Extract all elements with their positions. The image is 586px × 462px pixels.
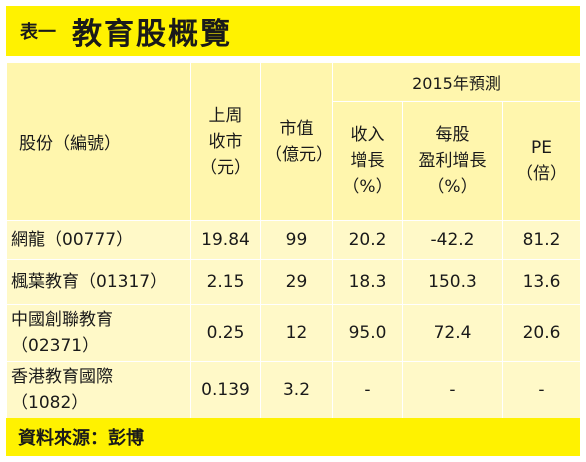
- header-pe: PE （倍）: [502, 101, 581, 221]
- market-cap: 29: [260, 259, 333, 305]
- header-revenue-growth: 收入 增長 （%）: [332, 101, 403, 221]
- header-close-price: 上周 收市 （元）: [190, 62, 261, 221]
- close-price: 2.15: [190, 259, 261, 305]
- table-number: 表一: [20, 22, 56, 43]
- pe-ratio: 81.2: [502, 220, 581, 260]
- revenue-growth: -: [332, 361, 403, 419]
- market-cap: 3.2: [260, 361, 333, 419]
- pe-ratio: 13.6: [502, 259, 581, 305]
- stock-name: 網龍（00777）: [6, 220, 191, 260]
- source-note: 資料來源：彭博: [18, 428, 144, 449]
- close-price: 19.84: [190, 220, 261, 260]
- revenue-growth: 18.3: [332, 259, 403, 305]
- table-row: 楓葉教育（01317） 2.15 29 18.3 150.3 13.6: [6, 259, 581, 305]
- pe-ratio: -: [502, 361, 581, 419]
- stock-name: 中國創聯教育 （02371）: [6, 304, 191, 362]
- header-row-sub: 收入 增長 （%） 每股 盈利增長 （%） PE （倍）: [7, 101, 581, 221]
- table-title: 教育股概覽: [72, 17, 232, 52]
- market-cap: 99: [260, 220, 333, 260]
- header-forecast-group: 2015年預測: [332, 62, 581, 102]
- market-cap: 12: [260, 304, 333, 362]
- eps-growth: -: [402, 361, 503, 419]
- header-eps-growth: 每股 盈利增長 （%）: [402, 101, 503, 221]
- header-market-cap: 市值 （億元）: [260, 62, 333, 221]
- data-table: 股份（編號） 上周 收市 （元） 市值 （億元） 2015年預測 收入 增長 （…: [6, 62, 581, 419]
- close-price: 0.139: [190, 361, 261, 419]
- eps-growth: 150.3: [402, 259, 503, 305]
- stock-name: 楓葉教育（01317）: [6, 259, 191, 305]
- header-stock: 股份（編號）: [6, 62, 191, 221]
- header-row-group: 股份（編號） 上周 收市 （元） 市值 （億元） 2015年預測: [6, 62, 581, 221]
- eps-growth: -42.2: [402, 220, 503, 260]
- eps-growth: 72.4: [402, 304, 503, 362]
- source-bar: 資料來源：彭博: [6, 418, 580, 456]
- revenue-growth: 95.0: [332, 304, 403, 362]
- table-row: 網龍（00777） 19.84 99 20.2 -42.2 81.2: [6, 220, 581, 260]
- stock-name: 香港教育國際 （1082）: [6, 361, 191, 419]
- close-price: 0.25: [190, 304, 261, 362]
- table-row: 香港教育國際 （1082） 0.139 3.2 - - -: [6, 361, 581, 419]
- table-row: 中國創聯教育 （02371） 0.25 12 95.0 72.4 20.6: [6, 304, 581, 362]
- pe-ratio: 20.6: [502, 304, 581, 362]
- revenue-growth: 20.2: [332, 220, 403, 260]
- title-bar: 表一 教育股概覽: [6, 6, 580, 56]
